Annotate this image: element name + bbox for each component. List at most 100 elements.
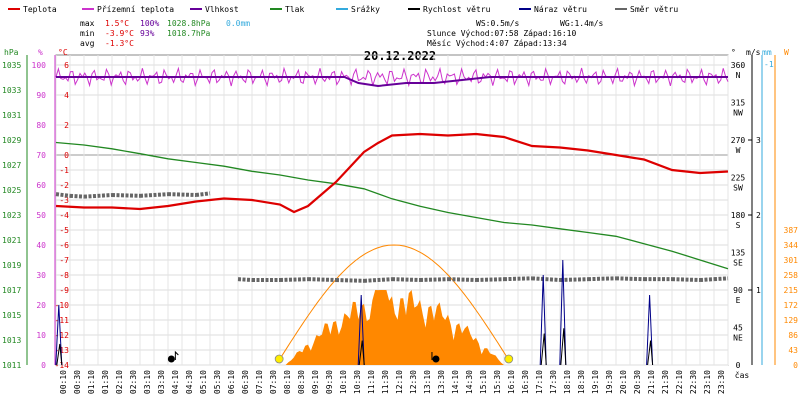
deg-dir-0: N xyxy=(736,71,741,80)
deg-tick-7: 45 xyxy=(733,324,743,333)
hpa-tick-9: 1017 xyxy=(2,286,21,295)
x-tick-9: 04:30 xyxy=(185,370,194,394)
x-tick-33: 16:30 xyxy=(521,370,530,394)
wind-dir-seg-6 xyxy=(167,192,197,197)
celsius-tick-5: -2 xyxy=(59,181,69,190)
wm2-tick-0: 387 xyxy=(784,226,799,235)
x-axis-label: čas xyxy=(735,370,750,380)
legend-label-1: Přízemní teplota xyxy=(97,5,174,14)
wind-dir-seg-26 xyxy=(699,277,715,282)
x-tick-41: 20:30 xyxy=(633,370,642,394)
gust-spike-0 xyxy=(55,304,63,366)
deg-tick-8: 0 xyxy=(736,361,741,370)
ms-axis-label: m/s xyxy=(746,48,761,57)
hpa-tick-1: 1033 xyxy=(2,86,21,95)
celsius-tick-16: -13 xyxy=(55,346,70,355)
ms-tick-2: 1 xyxy=(756,286,761,295)
deg-tick-4: 180 xyxy=(731,211,746,220)
wm2-tick-1: 344 xyxy=(784,241,799,250)
hpa-axis-label: hPa xyxy=(4,48,19,57)
x-tick-25: 12:30 xyxy=(409,370,418,394)
x-tick-16: 08:10 xyxy=(283,370,292,394)
sunset-marker xyxy=(504,354,514,364)
pct-axis-label: % xyxy=(38,48,43,57)
stat-max-label: max xyxy=(80,19,95,28)
x-tick-43: 21:30 xyxy=(661,370,670,394)
pct-tick-8: 20 xyxy=(36,301,46,310)
pct-tick-0: 100 xyxy=(32,61,47,70)
gust-spike-4 xyxy=(646,294,654,366)
deg-dir-4: S xyxy=(736,221,741,230)
hpa-tick-7: 1021 xyxy=(2,236,21,245)
wind-dir-seg-16 xyxy=(419,277,449,282)
x-tick-22: 11:10 xyxy=(367,370,376,394)
x-tick-36: 18:10 xyxy=(563,370,572,394)
celsius-tick-7: -4 xyxy=(59,211,69,220)
x-tick-29: 14:30 xyxy=(465,370,474,394)
x-tick-11: 05:30 xyxy=(213,370,222,394)
gust-spike-2 xyxy=(539,274,547,366)
x-tick-42: 21:10 xyxy=(647,370,656,394)
x-tick-14: 07:10 xyxy=(255,370,264,394)
mm-axis-label: mm xyxy=(762,48,772,57)
wind-spike-2 xyxy=(540,333,547,366)
x-tick-10: 05:10 xyxy=(199,370,208,394)
info-moon: Měsíc Východ:4:07 Západ:13:34 xyxy=(427,39,567,48)
hpa-tick-10: 1015 xyxy=(2,311,21,320)
pct-tick-5: 50 xyxy=(36,211,46,220)
wind-dir-seg-18 xyxy=(475,277,505,282)
celsius-tick-6: -3 xyxy=(59,196,69,205)
gust-spike-1 xyxy=(357,294,365,366)
x-tick-2: 01:10 xyxy=(87,370,96,394)
wind-dir-seg-3 xyxy=(83,193,113,199)
x-tick-13: 06:30 xyxy=(241,370,250,394)
chart-title: 20.12.2022 xyxy=(364,49,436,63)
x-tick-7: 03:30 xyxy=(157,370,166,394)
hpa-tick-6: 1023 xyxy=(2,211,21,220)
celsius-tick-1: 4 xyxy=(64,91,69,100)
moonrise-arrow xyxy=(174,350,179,360)
deg-tick-6: 90 xyxy=(733,286,743,295)
pct-tick-3: 70 xyxy=(36,151,46,160)
wind-dir-seg-1 xyxy=(55,192,71,198)
x-tick-6: 03:10 xyxy=(143,370,152,394)
legend-label-7: Směr větru xyxy=(630,5,678,14)
stat-min-temp: -3.9°C xyxy=(105,29,134,38)
stat-min-hum: 93% xyxy=(140,29,155,38)
deg-axis-label: ° xyxy=(731,48,736,57)
celsius-tick-3: 0 xyxy=(64,151,69,160)
stat-max-temp: 1.5°C xyxy=(105,19,129,28)
wm2-tick-7: 86 xyxy=(788,331,798,340)
mm-tick-0: -1 xyxy=(764,60,774,69)
hpa-tick-0: 1035 xyxy=(2,61,21,70)
wind-dir-seg-25 xyxy=(671,277,701,282)
wind-dir-seg-23 xyxy=(615,276,645,282)
wind-dir-seg-5 xyxy=(139,192,169,198)
x-tick-5: 02:30 xyxy=(129,370,138,394)
deg-dir-2: W xyxy=(736,146,741,155)
wm2-tick-9: 0 xyxy=(793,361,798,370)
wind-spike-4 xyxy=(647,340,654,366)
wind-dir-seg-4 xyxy=(111,193,141,198)
hpa-tick-8: 1019 xyxy=(2,261,21,270)
pressure-line xyxy=(55,141,729,270)
wind-dir-seg-21 xyxy=(559,277,589,282)
moonset-marker xyxy=(432,355,440,363)
celsius-tick-9: -6 xyxy=(59,241,69,250)
celsius-tick-2: 2 xyxy=(64,121,69,130)
info-wg: WG:1.4m/s xyxy=(560,19,604,28)
x-tick-1: 00:30 xyxy=(73,370,82,394)
x-tick-44: 22:10 xyxy=(675,370,684,394)
wm2-tick-8: 43 xyxy=(788,346,798,355)
wm2-tick-5: 172 xyxy=(784,301,799,310)
x-tick-37: 18:30 xyxy=(577,370,586,394)
stat-min-press: 1018.7hPa xyxy=(167,29,211,38)
x-tick-34: 17:10 xyxy=(535,370,544,394)
wind-spike-0 xyxy=(56,343,63,366)
x-tick-21: 10:30 xyxy=(353,370,362,394)
hpa-tick-4: 1027 xyxy=(2,161,21,170)
wm2-axis-label: W xyxy=(784,48,789,57)
x-tick-28: 14:10 xyxy=(451,370,460,394)
deg-tick-5: 135 xyxy=(731,249,746,258)
x-tick-47: 23:30 xyxy=(717,370,726,394)
